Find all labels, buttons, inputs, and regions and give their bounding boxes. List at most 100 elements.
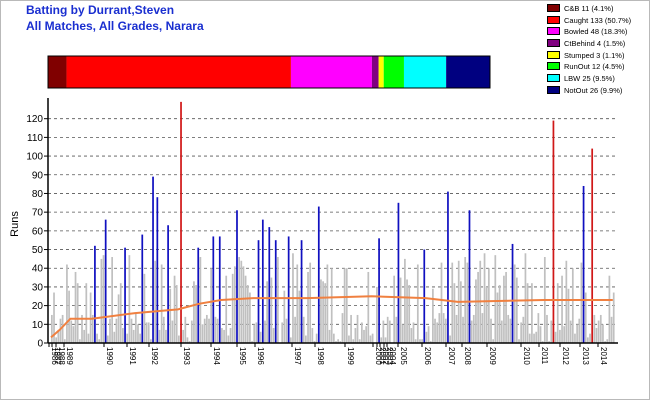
notout-innings-bar — [156, 197, 159, 343]
innings-bar — [87, 333, 90, 343]
innings-bar — [490, 318, 492, 343]
dismissal-segment-runout — [383, 56, 404, 88]
notout-innings-bar — [257, 240, 260, 343]
y-tick-label: 0 — [37, 339, 43, 350]
y-tick-label: 60 — [32, 226, 44, 237]
notout-innings-bar — [104, 219, 107, 343]
innings-bar — [345, 268, 348, 343]
dismissal-strip-border — [47, 55, 491, 89]
innings-bar — [462, 316, 464, 343]
innings-bar — [524, 253, 527, 343]
innings-bar — [546, 314, 548, 343]
innings-bar — [111, 257, 113, 343]
innings-bar — [337, 339, 340, 343]
x-tick-label: 2005 — [399, 347, 408, 365]
innings-bar — [55, 337, 58, 343]
innings-bar — [240, 260, 243, 343]
innings-bar — [584, 292, 587, 343]
innings-bar — [395, 316, 398, 343]
innings-bar — [175, 285, 178, 343]
innings-bar — [134, 313, 137, 343]
innings-bar — [61, 314, 64, 343]
legend-swatch — [547, 85, 560, 94]
innings-bar — [587, 337, 589, 343]
innings-bar — [384, 337, 387, 343]
innings-bar — [335, 341, 337, 343]
legend-swatch — [547, 4, 560, 12]
legend-swatch — [547, 15, 560, 24]
legend-item-notout: NotOut 26 (9.9%) — [547, 85, 647, 96]
innings-bar — [408, 285, 411, 343]
innings-bar — [221, 328, 223, 343]
notout-innings-bar — [287, 236, 290, 343]
dismissal-segment-lbw — [403, 56, 447, 88]
innings-bar — [541, 341, 544, 343]
innings-bar — [171, 320, 174, 343]
innings-bar — [289, 337, 292, 343]
innings-bar — [193, 281, 195, 343]
innings-bar — [201, 324, 204, 343]
innings-bar — [550, 320, 553, 343]
innings-bar — [438, 313, 441, 343]
innings-bar — [307, 271, 309, 343]
innings-bar — [515, 277, 518, 343]
innings-bar — [59, 318, 62, 343]
innings-bar — [246, 285, 249, 343]
innings-bar — [96, 333, 98, 343]
innings-bar — [199, 257, 202, 343]
innings-bar — [531, 283, 533, 343]
innings-bar — [487, 268, 490, 343]
innings-bar — [520, 322, 523, 343]
innings-bar — [513, 264, 516, 343]
innings-bar — [580, 262, 583, 343]
innings-bar — [444, 318, 447, 343]
innings-bar — [255, 322, 258, 343]
notout-innings-bar — [197, 247, 200, 343]
x-tick-label: 1991 — [128, 347, 137, 365]
x-tick-label: 1993 — [182, 347, 191, 365]
innings-bar — [298, 290, 301, 343]
legend-label: Stumped 3 (1.1%) — [564, 50, 625, 60]
innings-bar — [115, 318, 118, 343]
innings-bar — [285, 318, 288, 343]
innings-bar — [535, 331, 538, 343]
legend-item-lbw: LBW 25 (9.5%) — [547, 73, 647, 84]
notout-innings-bar — [582, 185, 585, 343]
innings-bar — [132, 329, 135, 343]
innings-bar — [533, 333, 535, 343]
x-tick-label: 2004 — [388, 347, 397, 365]
legend: C&B 11 (4.1%) Caught 133 (50.7%) Bowled 48… — [547, 3, 647, 97]
innings-bar — [522, 316, 525, 343]
dismissal-segment-notout — [446, 56, 490, 88]
innings-bar — [203, 318, 206, 343]
innings-bar — [231, 273, 234, 343]
innings-bar — [264, 320, 266, 343]
notout-innings-bar — [212, 236, 215, 343]
innings-bar — [305, 335, 307, 343]
innings-bar — [578, 318, 581, 343]
innings-bar — [464, 257, 467, 343]
innings-bar — [227, 335, 230, 343]
innings-bar — [296, 264, 299, 343]
innings-bar — [500, 320, 503, 343]
innings-bar — [216, 318, 219, 343]
innings-bar — [597, 320, 600, 343]
innings-bar — [496, 292, 499, 343]
x-tick-label: 1992 — [150, 347, 159, 365]
x-tick-label: 2008 — [463, 347, 472, 365]
notout-innings-bar — [218, 236, 221, 343]
legend-swatch — [547, 50, 560, 59]
x-tick-label: 1986 — [50, 347, 59, 365]
innings-bar — [119, 283, 122, 343]
innings-bar — [313, 341, 316, 343]
innings-bar — [266, 281, 268, 343]
innings-bar — [309, 262, 312, 343]
innings-bar — [253, 324, 256, 343]
x-tick-label: 2010 — [522, 347, 531, 365]
y-tick-label: 80 — [32, 189, 44, 200]
innings-bar — [556, 283, 559, 343]
innings-bar — [569, 320, 572, 343]
innings-bar — [410, 328, 413, 343]
innings-bar — [382, 320, 385, 343]
innings-bar — [425, 331, 428, 343]
